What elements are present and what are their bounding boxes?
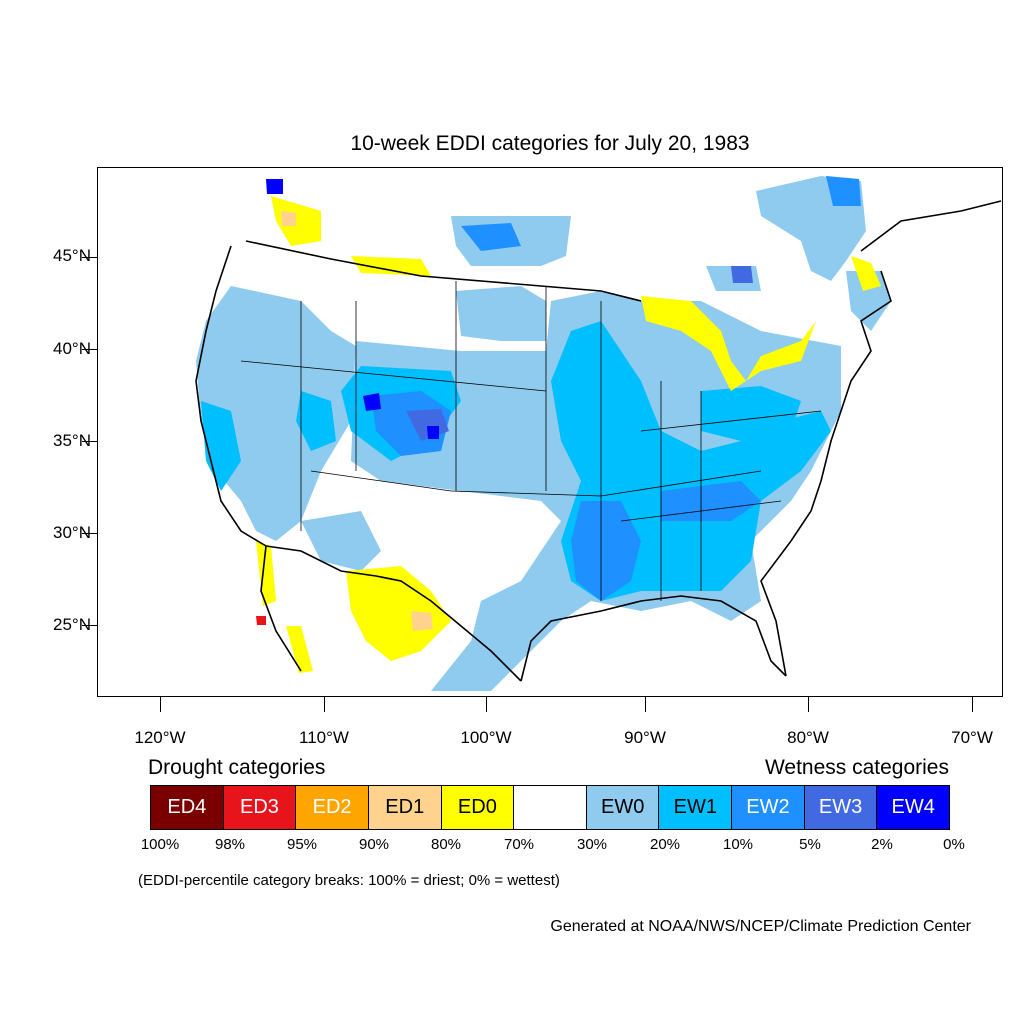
ed0-new-england-region xyxy=(851,256,881,291)
lat-label-30: 30°N xyxy=(53,523,91,542)
ew4-colorado-spot xyxy=(427,426,439,439)
ed-regions xyxy=(256,196,881,673)
state-lines xyxy=(240,281,822,601)
legend-break: 70% xyxy=(503,836,535,853)
lon-label-80: 80°W xyxy=(787,728,829,747)
legend-break: 98% xyxy=(214,836,246,853)
ew2-tennessee-region xyxy=(661,481,761,521)
legend-break: 2% xyxy=(871,836,893,853)
us-west-coast xyxy=(195,245,267,547)
lon-tick xyxy=(972,697,973,712)
lon-label-110: 110°W xyxy=(299,728,349,747)
ed1-montana-spot xyxy=(281,211,296,226)
legend-cat-ew0: EW0 xyxy=(586,786,660,829)
ew0-southwest-region xyxy=(301,511,381,571)
lon-label-90: 90°W xyxy=(624,728,666,747)
lon-tick xyxy=(486,697,487,712)
ew0-northern-plains xyxy=(456,286,546,341)
lon-tick xyxy=(645,697,646,712)
legend-cat-ew1: EW1 xyxy=(659,786,733,829)
lon-tick xyxy=(160,697,161,712)
ed1-texas-spot xyxy=(411,611,433,631)
legend-break: 95% xyxy=(286,836,318,853)
wetness-heading: Wetness categories xyxy=(764,756,949,779)
ew1-ohio-valley-region xyxy=(701,386,801,441)
category-legend: ED4 ED3 ED2 ED1 ED0 EW0 EW1 EW2 EW3 EW4 xyxy=(150,785,950,830)
legend-break: 5% xyxy=(799,836,821,853)
lat-tick xyxy=(82,625,97,626)
lat-label-35: 35°N xyxy=(53,431,91,450)
ed0-great-lakes-region xyxy=(641,296,816,391)
lon-tick xyxy=(324,697,325,712)
baja-coast xyxy=(260,545,302,672)
ew3-quebec-spot xyxy=(731,266,753,283)
ew1-west-coast-region xyxy=(201,401,241,491)
ed0-california-coast xyxy=(256,541,276,606)
ew1-nevada-region xyxy=(296,391,336,451)
legend-break: 20% xyxy=(649,836,681,853)
credit-line: Generated at NOAA/NWS/NCEP/Climate Predi… xyxy=(550,918,971,935)
lat-tick xyxy=(82,349,97,350)
canada-coast xyxy=(860,200,1002,252)
ew4-wyoming-spot xyxy=(363,393,381,411)
us-canada-border xyxy=(245,240,642,302)
lat-label-40: 40°N xyxy=(53,339,91,358)
ew2-maine-region xyxy=(826,176,861,206)
ew2-regions xyxy=(371,176,861,601)
ew2-lower-mississippi-region xyxy=(571,501,641,601)
legend-break: 80% xyxy=(430,836,462,853)
ed0-baja-region xyxy=(286,626,313,673)
legend-break: 90% xyxy=(358,836,390,853)
ed0-north-dakota-region xyxy=(351,256,431,276)
ew2-north-minnesota-region xyxy=(461,223,521,251)
lat-tick xyxy=(82,441,97,442)
us-mexico-border xyxy=(265,545,522,682)
legend-cat-ew4: EW4 xyxy=(877,786,950,829)
us-map-svg xyxy=(195,176,1002,691)
legend-cat-ed3: ED3 xyxy=(223,786,297,829)
ed3-baja-spot xyxy=(256,616,266,625)
lon-tick xyxy=(808,697,809,712)
legend-break: 0% xyxy=(943,836,965,853)
category-note: (EDDI-percentile category breaks: 100% =… xyxy=(138,872,560,889)
legend-break: 10% xyxy=(722,836,754,853)
eddi-map xyxy=(97,167,1003,697)
lat-label-45: 45°N xyxy=(53,246,91,265)
ed0-texas-region xyxy=(346,566,451,661)
legend-cat-ed4: ED4 xyxy=(151,786,224,829)
lat-label-25: 25°N xyxy=(53,615,91,634)
legend-cat-ew2: EW2 xyxy=(732,786,805,829)
lat-tick xyxy=(82,257,97,258)
drought-heading: Drought categories xyxy=(148,756,326,779)
ew3-ew4-spots xyxy=(266,179,753,441)
legend-cat-neutral xyxy=(514,786,587,829)
legend-break: 30% xyxy=(576,836,608,853)
lon-label-70: 70°W xyxy=(951,728,993,747)
lon-label-120: 120°W xyxy=(134,728,186,747)
legend-break: 100% xyxy=(140,836,180,853)
legend-cat-ed0: ED0 xyxy=(441,786,515,829)
ew0-west-coast-region xyxy=(196,286,356,541)
legend-cat-ed2: ED2 xyxy=(296,786,369,829)
map-title: 10-week EDDI categories for July 20, 198… xyxy=(350,132,750,155)
ew4-montana-spot xyxy=(266,179,283,194)
lon-label-100: 100°W xyxy=(460,728,512,747)
ew2-colorado-region xyxy=(371,391,451,456)
legend-cat-ew3: EW3 xyxy=(804,786,878,829)
atlantic-coast xyxy=(760,270,892,677)
lat-tick xyxy=(82,533,97,534)
legend-cat-ed1: ED1 xyxy=(368,786,442,829)
